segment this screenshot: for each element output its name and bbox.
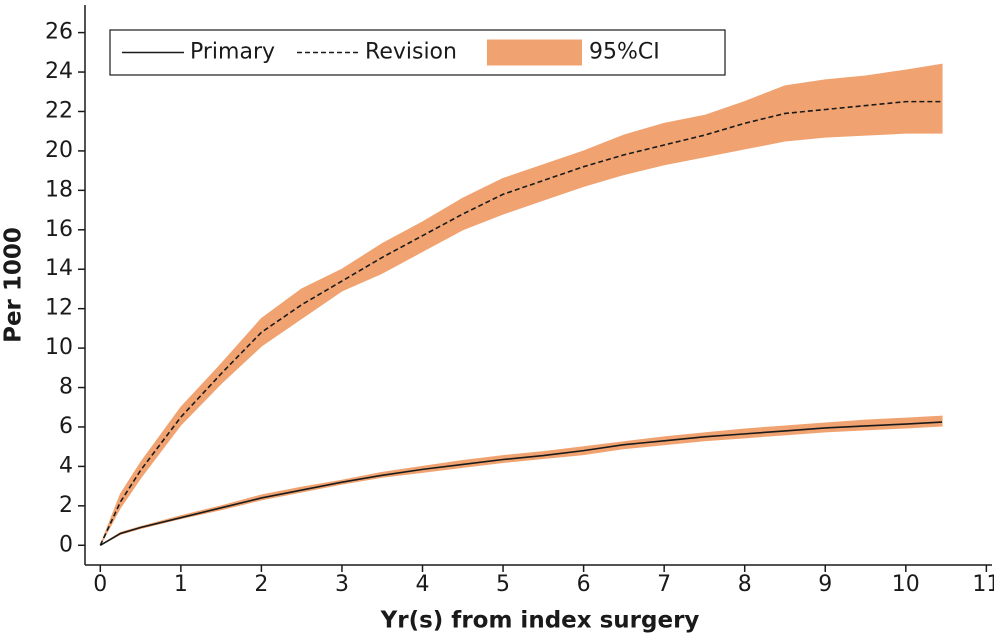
y-tick-label: 4: [59, 453, 73, 478]
y-tick-label: 22: [45, 98, 73, 123]
series-line: [99, 421, 943, 546]
legend-label: 95%CI: [589, 40, 660, 65]
x-tick-label: 5: [496, 572, 510, 597]
y-tick-label: 8: [59, 375, 73, 400]
legend-label: Revision: [365, 40, 457, 65]
y-tick-label: 26: [45, 20, 73, 45]
x-tick-label: 3: [335, 572, 349, 597]
y-tick-label: 14: [45, 256, 73, 281]
y-tick-label: 0: [59, 532, 73, 557]
x-tick-label: 1: [174, 572, 188, 597]
ci-band: [99, 63, 943, 546]
x-tick-label: 8: [738, 572, 752, 597]
legend-swatch: [486, 39, 582, 66]
y-tick-label: 24: [45, 59, 73, 84]
legend-box: [109, 29, 726, 76]
y-tick-label: 10: [45, 335, 73, 360]
y-tick-label: 20: [45, 138, 73, 163]
x-tick-label: 0: [93, 572, 107, 597]
series-line: [99, 100, 943, 546]
y-tick-label: 2: [59, 493, 73, 518]
x-tick-label: 2: [254, 572, 268, 597]
x-tick-label: 11: [972, 572, 994, 597]
y-axis-title: Per 1000: [1, 227, 27, 343]
x-tick-label: 4: [416, 572, 430, 597]
y-tick-label: 12: [45, 296, 73, 321]
x-axis-title: Yr(s) from index surgery: [380, 608, 700, 634]
legend-label: Primary: [190, 40, 275, 65]
y-tick-label: 18: [45, 177, 73, 202]
x-tick-label: 6: [577, 572, 591, 597]
x-tick-label: 7: [657, 572, 671, 597]
x-tick-label: 10: [892, 572, 920, 597]
x-tick-label: 9: [818, 572, 832, 597]
ci-band: [100, 415, 943, 546]
y-tick-label: 16: [45, 217, 73, 242]
y-tick-label: 6: [59, 414, 73, 439]
